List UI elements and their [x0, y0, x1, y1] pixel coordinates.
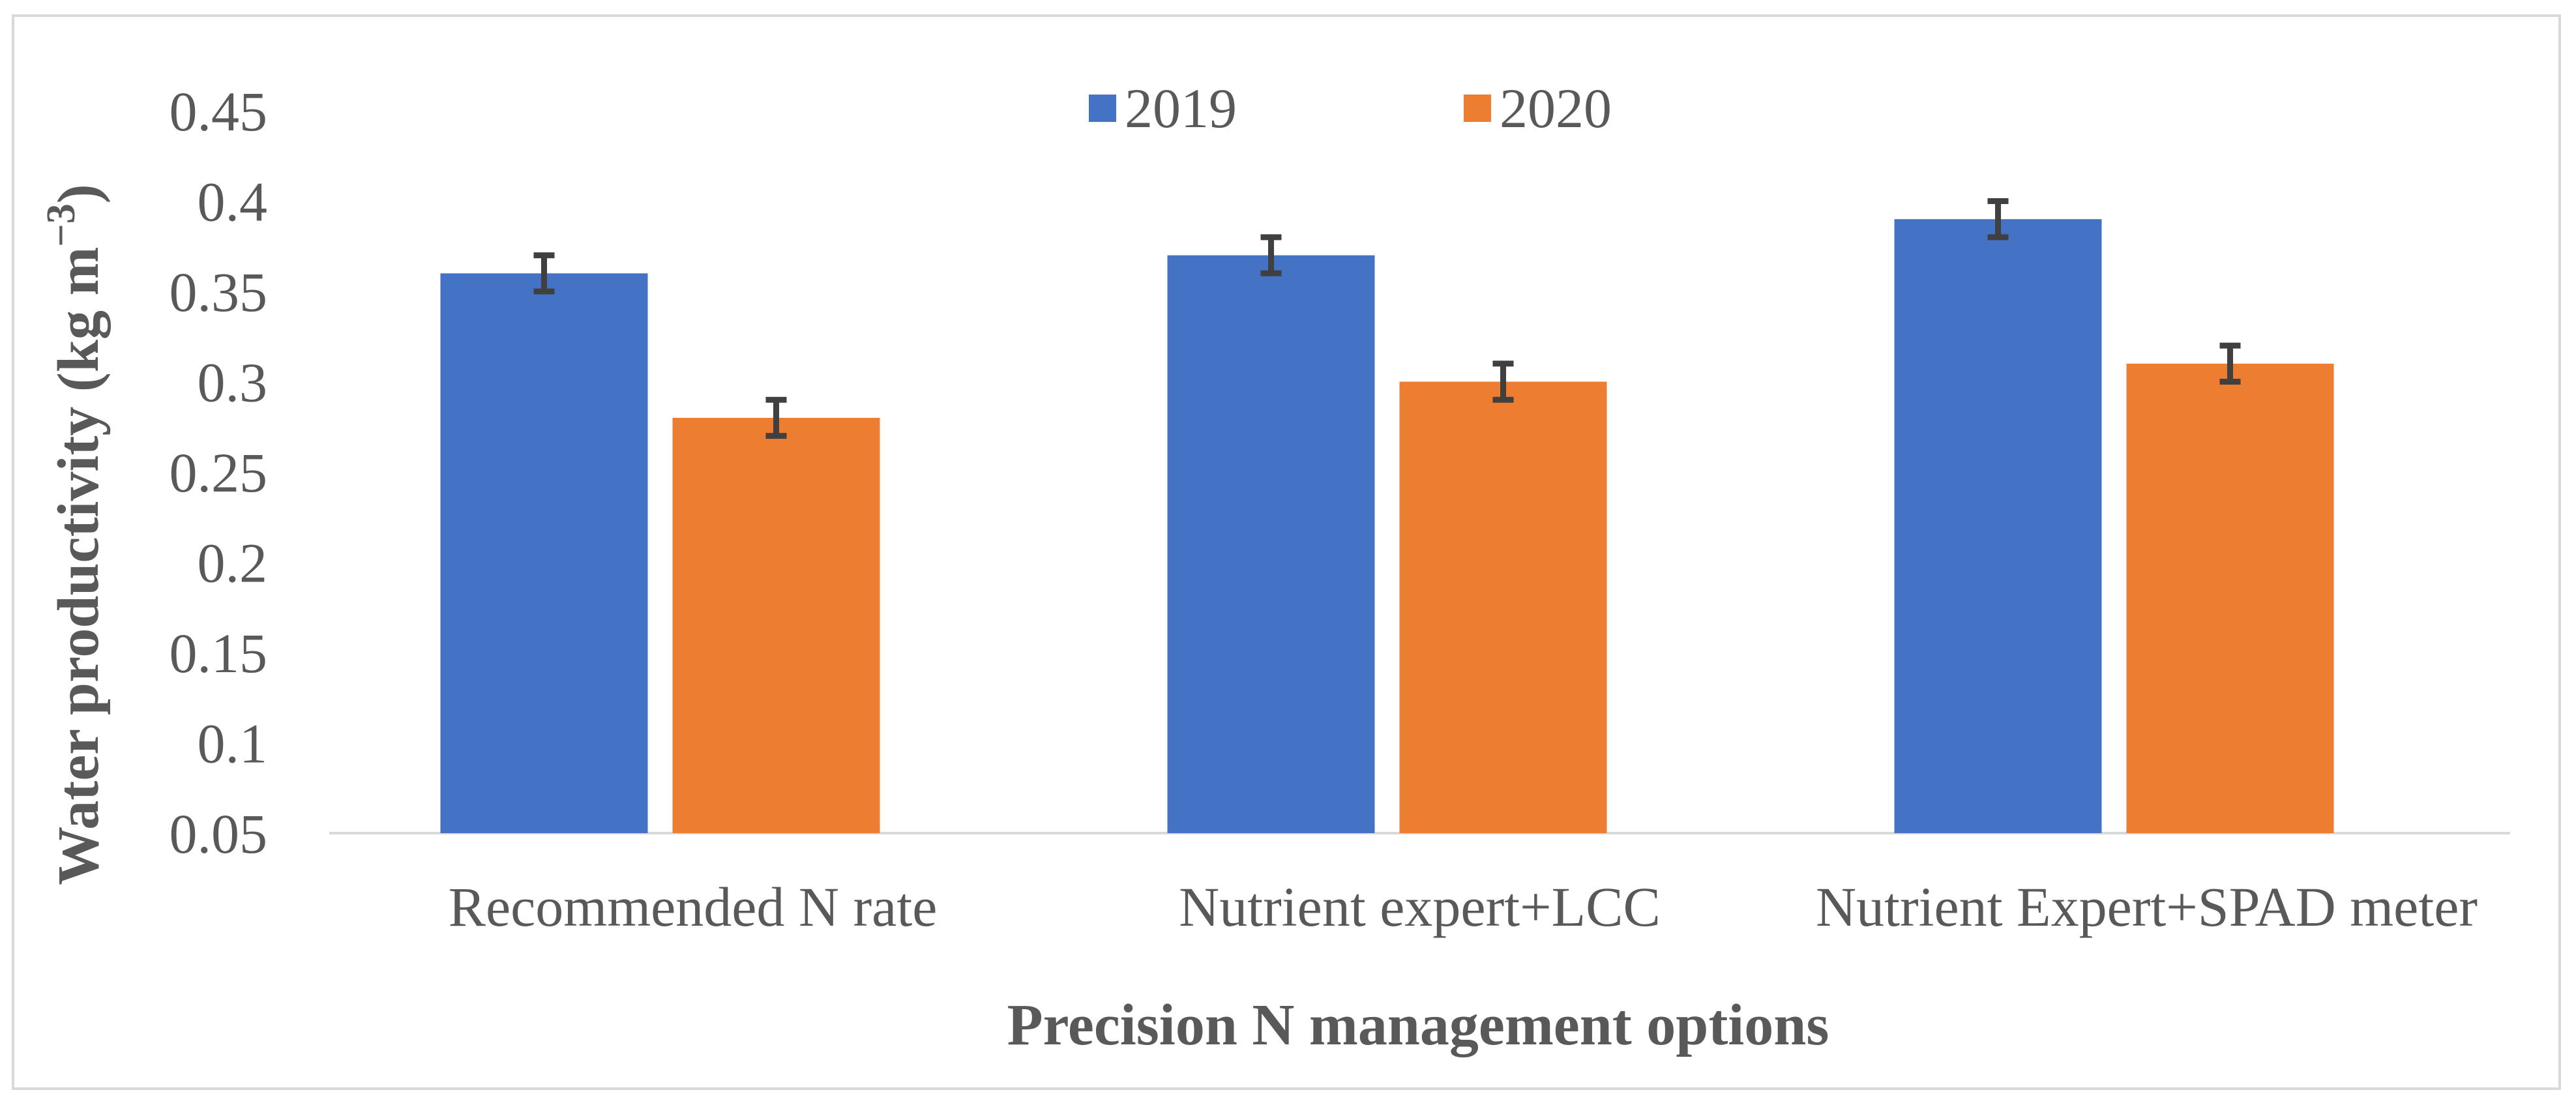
legend-swatch-2020	[1464, 95, 1491, 122]
y-axis-title: Water productivity (kg m−3)	[39, 184, 111, 885]
y-tick-label: 0.45	[170, 80, 268, 143]
error-bar-2020-2	[1492, 361, 1514, 403]
y-tick-label: 0.2	[198, 532, 268, 595]
error-bar-2020-1	[765, 396, 787, 439]
legend-swatch-2019	[1089, 95, 1116, 122]
bar-2020-3	[2126, 363, 2334, 833]
y-tick-label: 0.35	[170, 261, 268, 323]
y-axis-ticks: 0.05 0.1 0.15 0.2 0.25 0.3 0.35 0.4 0.45	[170, 80, 268, 865]
bar-2020-2	[1399, 381, 1607, 833]
y-tick-label: 0.15	[170, 622, 268, 685]
y-tick-label: 0.4	[198, 171, 268, 233]
error-bar-2019-3	[1987, 198, 2009, 241]
bar-2019-2	[1167, 255, 1375, 834]
y-tick-label: 0.1	[198, 713, 268, 775]
category-label: Nutrient expert+LCC	[1179, 876, 1661, 938]
y-tick-label: 0.05	[170, 803, 268, 865]
category-labels: Recommended N rate Nutrient expert+LCC Nut…	[449, 876, 2478, 938]
legend: 2019 2020	[1089, 77, 1612, 140]
error-bar-2019-2	[1260, 234, 1282, 276]
y-axis-title-close: )	[46, 184, 111, 203]
error-bar-2019-1	[533, 252, 555, 295]
legend-label-2019: 2019	[1125, 77, 1237, 140]
y-axis-title-main: Water productivity (kg m	[46, 247, 111, 885]
y-tick-label: 0.3	[198, 351, 268, 414]
y-tick-label: 0.25	[170, 441, 268, 504]
bar-2019-1	[440, 273, 648, 833]
category-label: Recommended N rate	[449, 876, 938, 938]
legend-label-2020: 2020	[1500, 77, 1612, 140]
category-label: Nutrient Expert+SPAD meter	[1816, 876, 2478, 938]
error-bar-2020-3	[2219, 342, 2241, 385]
bar-2020-1	[672, 417, 880, 833]
bar-2019-3	[1894, 219, 2102, 833]
y-axis-title-superscript: −3	[39, 203, 83, 246]
bars	[440, 198, 2334, 834]
x-axis-title: Precision N management options	[1007, 993, 1829, 1057]
